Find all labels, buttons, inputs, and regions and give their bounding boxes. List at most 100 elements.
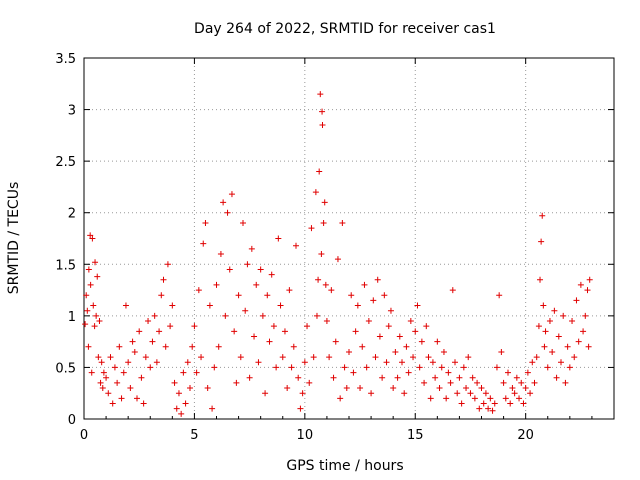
data-point xyxy=(308,225,315,232)
gridlines xyxy=(84,58,614,419)
data-point xyxy=(87,281,94,288)
y-tick-label: 3 xyxy=(68,104,76,119)
data-point xyxy=(317,91,324,98)
data-point xyxy=(304,323,311,330)
data-point xyxy=(228,191,235,198)
data-point xyxy=(213,281,220,288)
data-point xyxy=(84,307,91,314)
data-point xyxy=(173,405,180,412)
data-point xyxy=(204,385,211,392)
data-point xyxy=(370,297,377,304)
x-tick-label: 20 xyxy=(517,428,534,443)
data-point xyxy=(361,281,368,288)
data-point xyxy=(237,354,244,361)
data-point xyxy=(136,328,143,335)
data-point xyxy=(520,400,527,407)
data-point xyxy=(320,220,327,227)
data-point xyxy=(202,220,209,227)
data-point xyxy=(315,276,322,283)
data-point xyxy=(89,235,96,242)
data-point xyxy=(122,302,129,309)
data-point xyxy=(189,343,196,350)
data-point xyxy=(206,302,213,309)
y-tick-label: 0.5 xyxy=(55,361,76,376)
data-point xyxy=(374,276,381,283)
data-point xyxy=(551,307,558,314)
data-point xyxy=(96,318,103,325)
data-point xyxy=(573,297,580,304)
data-point xyxy=(318,250,325,257)
data-point xyxy=(463,385,470,392)
data-point xyxy=(164,261,171,268)
data-point xyxy=(284,385,291,392)
data-point xyxy=(129,338,136,345)
data-point xyxy=(350,369,357,376)
data-point xyxy=(376,333,383,340)
data-point xyxy=(527,390,534,397)
data-point xyxy=(516,395,523,402)
data-point xyxy=(392,348,399,355)
data-point xyxy=(363,364,370,371)
data-point xyxy=(541,343,548,350)
data-point xyxy=(434,338,441,345)
data-point xyxy=(180,369,187,376)
data-point xyxy=(471,395,478,402)
y-tick-label: 2 xyxy=(68,207,76,222)
data-point xyxy=(507,400,514,407)
data-point xyxy=(273,364,280,371)
data-point xyxy=(348,292,355,299)
data-point xyxy=(381,292,388,299)
data-point xyxy=(496,292,503,299)
data-point xyxy=(116,343,123,350)
data-point xyxy=(169,302,176,309)
data-point xyxy=(531,379,538,386)
data-point xyxy=(539,212,546,219)
data-point xyxy=(85,266,92,273)
data-point xyxy=(478,385,485,392)
data-point xyxy=(487,395,494,402)
y-tick-label: 3.5 xyxy=(55,52,76,67)
data-point xyxy=(268,271,275,278)
data-point xyxy=(414,302,421,309)
y-axis-tick-labels: 0 0.5 1 1.5 2 2.5 3 3.5 xyxy=(55,52,76,428)
data-point xyxy=(114,379,121,386)
x-tick-label: 5 xyxy=(190,428,198,443)
data-point xyxy=(90,302,97,309)
data-point xyxy=(281,328,288,335)
data-point xyxy=(416,364,423,371)
data-point xyxy=(423,323,430,330)
data-point xyxy=(438,364,445,371)
data-point xyxy=(198,354,205,361)
data-point xyxy=(558,359,564,366)
data-point xyxy=(85,343,92,350)
data-point xyxy=(312,189,319,196)
data-point xyxy=(178,410,185,417)
data-point xyxy=(535,323,542,330)
data-point xyxy=(555,333,562,340)
data-point xyxy=(394,374,401,381)
data-point xyxy=(127,385,134,392)
data-point xyxy=(120,369,127,376)
data-point xyxy=(542,328,549,335)
data-point xyxy=(242,307,249,314)
data-point xyxy=(529,359,536,366)
data-point xyxy=(233,379,240,386)
data-point xyxy=(175,390,182,397)
data-point xyxy=(549,348,556,355)
data-point xyxy=(467,390,474,397)
data-point xyxy=(440,348,447,355)
data-point xyxy=(306,379,313,386)
data-point xyxy=(257,266,264,273)
data-point xyxy=(524,369,531,376)
axis-ticks xyxy=(83,57,614,420)
data-point xyxy=(226,266,233,273)
data-point xyxy=(288,364,295,371)
x-axis-tick-labels: 0 5 10 15 20 xyxy=(80,428,534,443)
data-point xyxy=(379,374,386,381)
data-point xyxy=(502,395,509,402)
data-point xyxy=(131,348,138,355)
data-point xyxy=(465,354,472,361)
data-point xyxy=(454,390,461,397)
data-point xyxy=(328,287,335,294)
